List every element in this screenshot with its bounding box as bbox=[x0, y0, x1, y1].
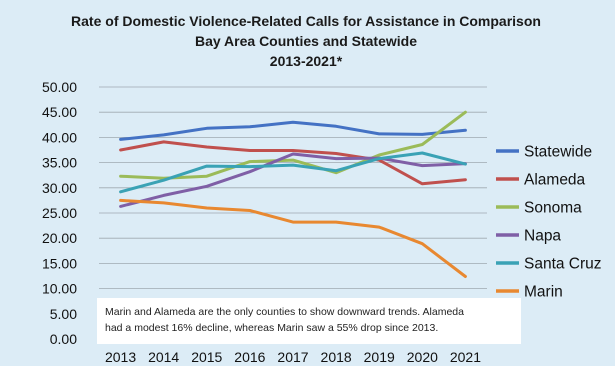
y-axis-ticks: 0.00 5.00 10.00 15.00 20.00 25.00 30.00 35.00 40… bbox=[42, 79, 77, 347]
x-axis-ticks: 2013 2014 2015 2016 2017 2018 2019 2020 2021 bbox=[105, 349, 481, 365]
legend-label-alameda: Alameda bbox=[524, 172, 586, 189]
y-tick-label: 35.00 bbox=[42, 155, 77, 171]
series-line-alameda bbox=[119, 140, 467, 186]
legend-label-statewide: Statewide bbox=[524, 144, 592, 161]
series-line-marin bbox=[119, 198, 467, 278]
y-tick-label: 25.00 bbox=[42, 205, 77, 221]
legend: Statewide Alameda Sonoma Napa Santa Cruz Mari… bbox=[496, 144, 602, 301]
annotation-line-2: had a modest 16% decline, whereas Marin … bbox=[105, 322, 439, 334]
y-tick-label: 10.00 bbox=[42, 281, 77, 297]
series-lines bbox=[119, 110, 467, 278]
y-tick-label: 40.00 bbox=[42, 129, 77, 145]
y-tick-label: 0.00 bbox=[50, 331, 77, 347]
series-line-sonoma bbox=[119, 110, 467, 180]
x-tick-label: 2013 bbox=[105, 349, 136, 365]
chart-title-line-2: Bay Area Counties and Statewide bbox=[195, 33, 417, 49]
x-tick-label: 2020 bbox=[407, 349, 438, 365]
legend-label-napa: Napa bbox=[524, 228, 561, 245]
chart-title-line-3: 2013-2021* bbox=[270, 53, 343, 69]
annotation-line-1: Marin and Alameda are the only counties … bbox=[105, 306, 464, 318]
annotation-box: Marin and Alameda are the only counties … bbox=[97, 298, 521, 344]
y-tick-label: 45.00 bbox=[42, 104, 77, 120]
legend-label-santa-cruz: Santa Cruz bbox=[524, 256, 602, 273]
legend-label-sonoma: Sonoma bbox=[524, 200, 582, 217]
series-line-santa-cruz bbox=[119, 151, 467, 194]
chart-title-line-1: Rate of Domestic Violence-Related Calls … bbox=[71, 13, 541, 29]
x-tick-label: 2021 bbox=[450, 349, 481, 365]
y-tick-label: 30.00 bbox=[42, 180, 77, 196]
y-tick-label: 20.00 bbox=[42, 230, 77, 246]
series-line-statewide bbox=[119, 120, 467, 141]
x-tick-label: 2017 bbox=[277, 349, 308, 365]
y-tick-label: 15.00 bbox=[42, 255, 77, 271]
x-tick-label: 2018 bbox=[321, 349, 352, 365]
legend-label-marin: Marin bbox=[524, 284, 563, 301]
x-tick-label: 2015 bbox=[191, 349, 222, 365]
y-tick-label: 5.00 bbox=[50, 306, 77, 322]
x-tick-label: 2016 bbox=[234, 349, 265, 365]
x-tick-label: 2019 bbox=[364, 349, 395, 365]
y-tick-label: 50.00 bbox=[42, 79, 77, 95]
series-line-napa bbox=[119, 152, 467, 208]
x-tick-label: 2014 bbox=[148, 349, 179, 365]
